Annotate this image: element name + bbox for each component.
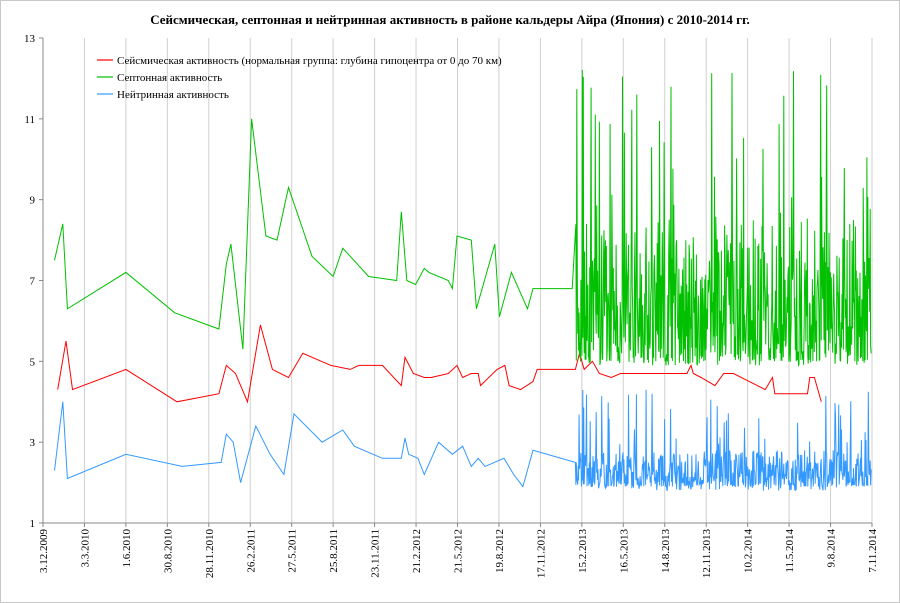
x-tick-label: 14.8.2013 <box>660 529 672 574</box>
x-tick-label: 21.5.2012 <box>453 529 465 573</box>
x-tick-label: 30.8.2010 <box>162 529 174 574</box>
x-tick-label: 3.12.2009 <box>38 529 50 574</box>
series-line-1 <box>57 324 822 404</box>
y-tick-label: 3 <box>30 437 36 449</box>
x-tick-label: 23.11.2011 <box>370 529 382 578</box>
x-tick-label: 26.2.2011 <box>245 529 257 573</box>
y-tick-label: 7 <box>30 276 36 288</box>
x-tick-label: 10.2.2014 <box>743 529 755 574</box>
legend: Сейсмическая активность (нормальная груп… <box>97 55 502 101</box>
x-tick-label: 17.11.2012 <box>535 529 547 578</box>
axes: 3.12.2009 3.3.2010 1.6.2010 30.8.2010 28.11.… <box>24 33 879 578</box>
x-tick-label: 27.5.2011 <box>287 529 299 573</box>
chart-title: Сейсмическая, септонная и нейтринная акт… <box>150 12 750 27</box>
y-tick-label: 5 <box>30 356 36 368</box>
x-tick-label: 1.6.2010 <box>121 529 133 568</box>
x-tick-label: 16.5.2013 <box>618 529 630 574</box>
legend-label-2: Септонная активность <box>117 72 222 84</box>
x-tick-label: 21.2.2012 <box>411 529 423 573</box>
x-tick-label: 15.2.2013 <box>577 529 589 574</box>
y-tick-label: 9 <box>30 195 36 207</box>
x-tick-label: 9.8.2014 <box>826 529 838 568</box>
x-tick-label: 19.8.2012 <box>494 529 506 573</box>
x-tick-label: 28.11.2010 <box>204 529 216 579</box>
series-line-2 <box>54 69 872 368</box>
y-tick-label: 1 <box>30 518 36 530</box>
y-tick-label: 13 <box>24 33 36 45</box>
x-tick-label: 25.8.2011 <box>328 529 340 573</box>
series-layer <box>54 69 872 491</box>
series-line-3 <box>54 389 872 491</box>
x-tick-label: 3.3.2010 <box>79 529 91 568</box>
x-tick-label: 11.5.2014 <box>784 529 796 573</box>
legend-label-3: Нейтринная активность <box>117 89 229 101</box>
y-tick-label: 11 <box>24 114 35 126</box>
x-tick-label: 7.11.2014 <box>867 529 879 573</box>
legend-label-1: Сейсмическая активность (нормальная груп… <box>117 55 502 67</box>
x-tick-label: 12.11.2013 <box>701 529 713 579</box>
